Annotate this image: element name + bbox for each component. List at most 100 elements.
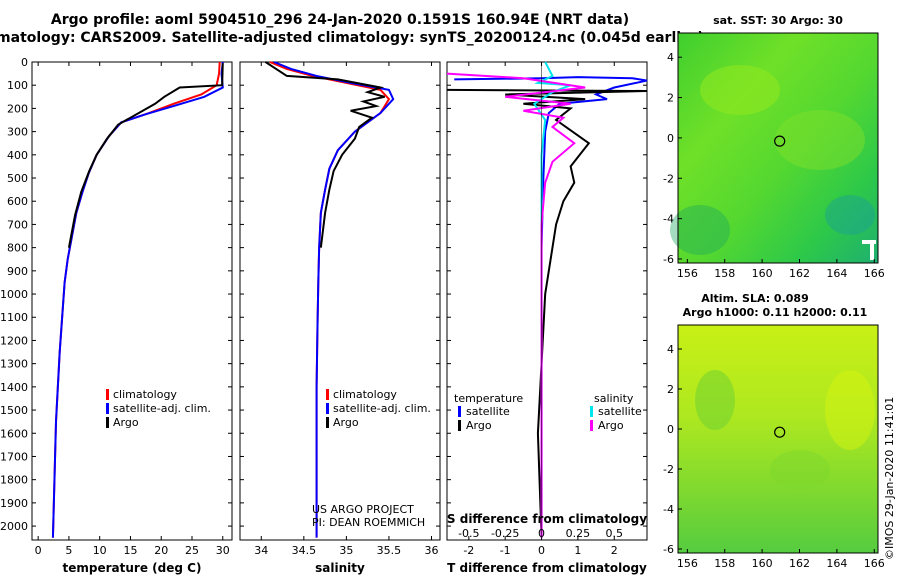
legend-entry: satellite-adj. clim. (113, 402, 211, 415)
sla_map-frame (677, 324, 879, 554)
series-line-s-argo (446, 72, 586, 538)
x-tick-label: 25 (185, 544, 199, 557)
legend-entry: Argo (113, 416, 139, 429)
x-tick-label: 35 (339, 544, 353, 557)
series-line-t-argo (446, 88, 648, 538)
map-y-tick-label: -4 (663, 503, 674, 516)
map-x-tick-label: 162 (789, 267, 810, 280)
map-x-tick-label: 166 (864, 267, 885, 280)
map-x-tick-label: 158 (714, 557, 735, 570)
legend-swatch (590, 406, 593, 417)
legend-entry: climatology (333, 388, 397, 401)
map-y-tick-label: 2 (667, 92, 674, 105)
x-tick-label: 30 (216, 544, 230, 557)
top-x-axis-label: S difference from climatology (447, 512, 647, 526)
legend-swatch (106, 417, 109, 428)
argo-location-marker (774, 426, 786, 438)
x-tick-label: 10 (93, 544, 107, 557)
x-tick-label: 15 (123, 544, 137, 557)
x-tick-label: 5 (65, 544, 72, 557)
sst-map-land (870, 240, 874, 260)
map-y-tick-label: 0 (667, 423, 674, 436)
y-tick-label: 1000 (0, 288, 28, 301)
y-tick-label: 2000 (0, 520, 28, 533)
y-tick-label: 1200 (0, 334, 28, 347)
legend-swatch (326, 417, 329, 428)
sla-map: 156 158 160 162 164 166 4 2 0 -2 -4 -6 (663, 324, 885, 570)
y-tick-label: 1800 (0, 474, 28, 487)
y-tick-label: 0 (21, 56, 28, 69)
sla-map-title: Altim. SLA: 0.089 (701, 292, 808, 305)
legend-entry: Argo (598, 419, 624, 432)
legend-swatch (326, 403, 329, 414)
legend-entry: climatology (113, 388, 177, 401)
y-tick-label: 1500 (0, 404, 28, 417)
y-tick-label: 100 (7, 79, 28, 92)
top-x-tick-label: 0.25 (566, 527, 591, 540)
legend-swatch (106, 389, 109, 400)
x-axis-label: temperature (deg C) (63, 561, 202, 575)
map-x-tick-label: 158 (714, 267, 735, 280)
map-y-tick-label: -2 (663, 172, 674, 185)
map-y-tick-label: 2 (667, 383, 674, 396)
legend-entry: satellite (466, 405, 510, 418)
y-tick-label: 1900 (0, 497, 28, 510)
x-tick-label: 0 (35, 544, 42, 557)
top-x-tick-label: -0.25 (491, 527, 519, 540)
top-x-tick-label: -0.5 (458, 527, 479, 540)
x-axis-label: T difference from climatology (447, 561, 647, 575)
legend-title-salinity: salinity (594, 392, 634, 405)
title-line-2: Climatology: CARS2009. Satellite-adjuste… (0, 30, 704, 46)
sst-map-land (862, 240, 876, 244)
sla-map-patch (695, 370, 735, 430)
top-x-tick-label: 0.5 (606, 527, 624, 540)
y-tick-label: 1600 (0, 427, 28, 440)
map-y-tick-label: 4 (667, 51, 674, 64)
y-tick-label: 800 (7, 242, 28, 255)
sla-map-patch (825, 370, 875, 450)
sst-map-patch (670, 205, 730, 255)
sst-map: 156 158 160 162 164 166 4 2 0 -2 -4 -6 (663, 32, 885, 280)
legend-swatch (106, 403, 109, 414)
map-x-tick-label: 156 (677, 267, 698, 280)
sst_map-frame (677, 32, 879, 264)
x-tick-label: -1 (500, 544, 511, 557)
sst-map-patch (775, 110, 865, 170)
map-x-tick-label: 156 (677, 557, 698, 570)
x-tick-label: 0 (538, 544, 545, 557)
x-tick-label: 36 (424, 544, 438, 557)
project-annotation: PI: DEAN ROEMMICH (312, 516, 425, 529)
y-tick-label: 300 (7, 126, 28, 139)
project-annotation: US ARGO PROJECT (312, 503, 414, 516)
salinity-plot-area (239, 61, 441, 541)
legend-entry: Argo (333, 416, 359, 429)
map-x-tick-label: 160 (752, 267, 773, 280)
top-x-tick-label: 0 (538, 527, 545, 540)
footer-timestamp: ©IMOS 29-Jan-2020 11:41:01 (883, 397, 896, 560)
y-tick-label: 1400 (0, 381, 28, 394)
differences-plot-area (446, 61, 648, 541)
sla-map-patch (770, 450, 830, 490)
map-y-tick-label: -4 (663, 213, 674, 226)
y-tick-label: 600 (7, 195, 28, 208)
x-tick-label: 2 (611, 544, 618, 557)
x-tick-label: 34 (254, 544, 268, 557)
legend-swatch (458, 420, 461, 431)
temperature-plot-area (31, 61, 233, 541)
legend-entry: satellite (598, 405, 642, 418)
legend-entry: satellite-adj. clim. (333, 402, 431, 415)
legend-title-temperature: temperature (454, 392, 523, 405)
legend-entry: Argo (466, 419, 492, 432)
x-axis-label: salinity (315, 561, 365, 575)
y-tick-label: 1300 (0, 358, 28, 371)
y-tick-label: 200 (7, 102, 28, 115)
x-tick-label: 34.5 (292, 544, 317, 557)
y-tick-label: 500 (7, 172, 28, 185)
sst-map-patch (700, 65, 780, 115)
series-line-argo (67, 63, 224, 248)
x-tick-label: -2 (463, 544, 474, 557)
salinity-panel: 34 34.5 35 35.5 36 salinity climatologysatelli… (239, 61, 441, 575)
y-tick-label: 700 (7, 218, 28, 231)
sla-map-subtitle: Argo h1000: 0.11 h2000: 0.11 (683, 306, 868, 319)
